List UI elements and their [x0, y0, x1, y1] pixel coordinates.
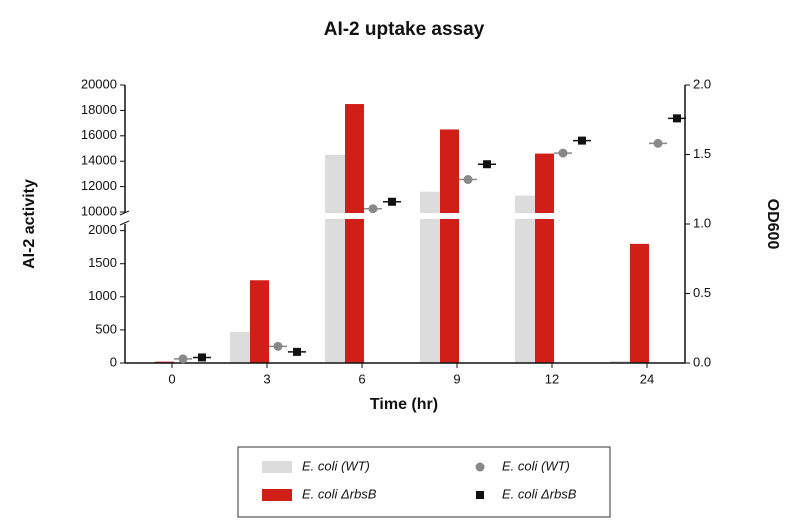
x-tick-label: 0	[168, 371, 175, 386]
legend-label: E. coli (WT)	[502, 458, 570, 473]
legend-box	[237, 446, 611, 518]
y-tick-label: 12000	[81, 178, 117, 193]
y-tick-label: 18000	[81, 102, 117, 117]
point	[578, 136, 586, 145]
axis-break	[126, 213, 684, 219]
point	[178, 354, 188, 364]
x-tick-label: 24	[640, 371, 654, 386]
x-axis-title: Time (hr)	[370, 396, 438, 413]
chart-title: AI-2 uptake assay	[324, 19, 485, 40]
y-tick-label: 1000	[88, 288, 117, 303]
legend-swatch	[262, 461, 292, 473]
bar	[250, 280, 269, 363]
point	[388, 197, 396, 206]
point	[558, 148, 568, 158]
y-tick-label: 500	[95, 321, 117, 336]
y-tick-label: 1500	[88, 255, 117, 270]
legend-swatch	[476, 491, 484, 499]
x-tick-label: 3	[263, 371, 270, 386]
bar	[420, 191, 440, 363]
y2-tick-label: 2.0	[693, 76, 711, 91]
y-axis-title: AI-2 activity	[21, 179, 38, 269]
x-tick-label: 6	[358, 371, 365, 386]
bar	[440, 129, 459, 363]
x-tick-label: 12	[545, 371, 559, 386]
y-tick-label: 2000	[88, 222, 117, 237]
y-tick-label: 10000	[81, 203, 117, 218]
legend-swatch	[262, 489, 292, 501]
point	[293, 347, 301, 356]
point	[273, 341, 283, 351]
bar	[610, 361, 630, 363]
bar	[535, 153, 554, 363]
axis-break-mark	[119, 220, 130, 226]
point	[368, 204, 378, 214]
bar	[630, 243, 649, 363]
y2-axis-title: OD600	[764, 199, 781, 250]
y2-tick-label: 0.0	[693, 354, 711, 369]
legend-label: E. coli ΔrbsB	[502, 486, 577, 501]
legend-label: E. coli (WT)	[302, 458, 370, 473]
legend-swatch	[475, 462, 485, 472]
y2-tick-label: 1.0	[693, 215, 711, 230]
point	[463, 175, 473, 185]
x-tick-label: 9	[453, 371, 460, 386]
bar	[230, 331, 250, 363]
legend-label: E. coli ΔrbsB	[302, 486, 377, 501]
y-tick-label: 16000	[81, 127, 117, 142]
point	[198, 353, 206, 362]
point	[483, 160, 491, 169]
point	[673, 114, 681, 123]
bar	[345, 104, 364, 364]
y2-tick-label: 0.5	[693, 285, 711, 300]
y2-tick-label: 1.5	[693, 146, 711, 161]
y-tick-label: 20000	[81, 76, 117, 91]
bar	[325, 154, 345, 363]
y-tick-label: 14000	[81, 153, 117, 168]
y-tick-label: 0	[110, 354, 117, 369]
axis-break-mark	[119, 210, 130, 216]
point	[653, 138, 663, 148]
bar	[515, 195, 535, 363]
